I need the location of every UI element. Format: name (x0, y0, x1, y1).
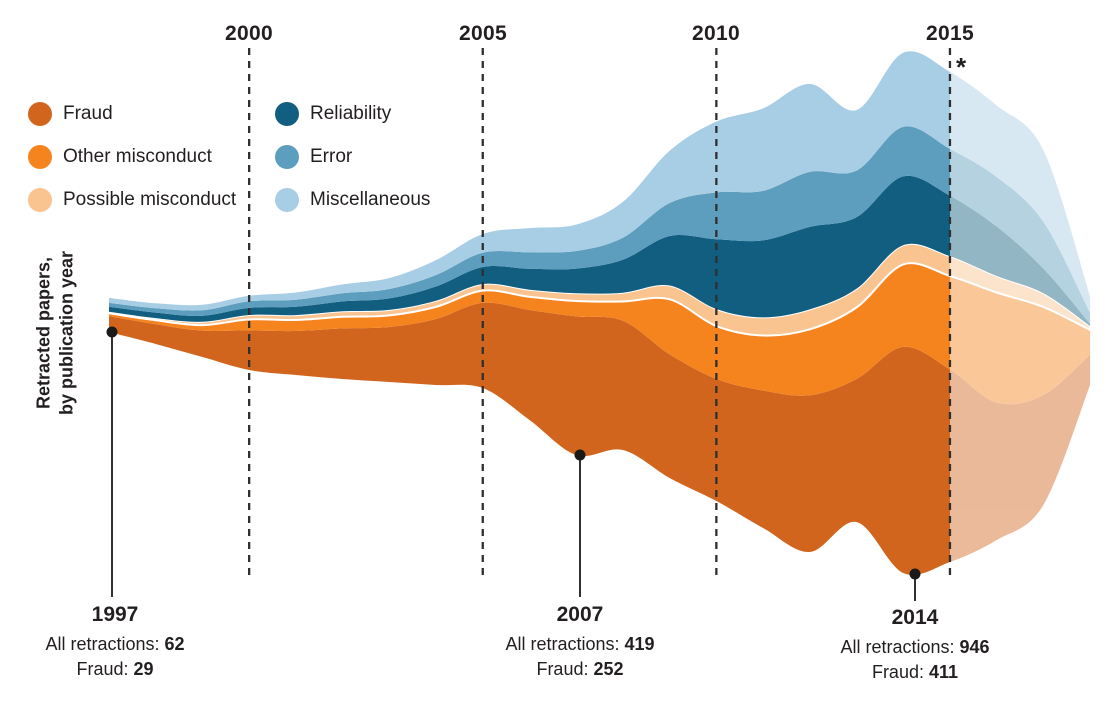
annotation-2007-fraud: Fraud: 252 (505, 657, 654, 681)
stream-layer-error-faded (949, 148, 1091, 324)
y-axis-label-line2: by publication year (57, 250, 77, 416)
callout-dot-1997 (106, 326, 118, 338)
annotation-2007-fraud-value: 252 (593, 658, 624, 679)
legend-item-other-misconduct: Other misconduct (28, 145, 212, 169)
annotation-1997: 1997 All retractions: 62 Fraud: 29 (45, 601, 184, 681)
annotation-2014: 2014 All retractions: 946 Fraud: 411 (840, 604, 989, 684)
stream-solid-group (108, 51, 950, 575)
legend-item-reliability: Reliability (275, 102, 391, 126)
legend-label-other-misconduct: Other misconduct (63, 146, 212, 167)
stream-layer-miscellaneous-faded (949, 71, 1091, 313)
annotation-1997-fraud: Fraud: 29 (45, 657, 184, 681)
annotation-1997-all-label: All retractions: (45, 634, 160, 655)
annotation-2014-fraud-value: 411 (928, 661, 959, 682)
annotation-2007: 2007 All retractions: 419 Fraud: 252 (505, 601, 654, 681)
y-axis-label: Retracted papers, by publication year (33, 251, 80, 415)
annotation-2014-all-value: 946 (959, 637, 990, 658)
annotation-1997-year: 1997 (91, 603, 139, 626)
tick-label-2000: 2000 (225, 22, 273, 45)
tick-label-2015: 2015 (926, 22, 974, 45)
stream-layer-possible-misconduct-faded (949, 255, 1092, 332)
callout-dot-2014 (909, 568, 921, 580)
legend-item-possible-misconduct: Possible misconduct (28, 188, 236, 212)
footnote-asterisk: * (956, 52, 967, 82)
annotation-2014-all: All retractions: 946 (840, 635, 989, 659)
stream-layer-reliability (109, 175, 950, 322)
legend-label-possible-misconduct: Possible misconduct (63, 189, 237, 210)
legend-swatch-fraud-icon (28, 102, 52, 126)
annotation-2007-fraud-label: Fraud: (536, 658, 589, 679)
stream-layer-reliability-faded (949, 195, 1091, 327)
callout-dot-2007 (574, 449, 586, 461)
legend-label-miscellaneous: Miscellaneous (310, 189, 431, 210)
legend-item-fraud: Fraud (28, 102, 113, 126)
stream-layer-miscellaneous (109, 51, 950, 311)
legend-label-fraud: Fraud (63, 103, 113, 124)
annotation-2014-fraud: Fraud: 411 (840, 660, 989, 684)
stream-layer-fraud-faded (949, 354, 1091, 563)
annotation-2007-year: 2007 (556, 603, 604, 626)
legend-swatch-error-icon (275, 145, 299, 169)
legend-swatch-other-misconduct-icon (28, 145, 52, 169)
annotation-1997-all-value: 62 (164, 634, 185, 655)
year-gridlines (248, 48, 952, 580)
annotation-2007-all: All retractions: 419 (505, 632, 654, 656)
y-axis-label-line1: Retracted papers, (33, 256, 54, 410)
legend-item-error: Error (275, 145, 352, 169)
tick-label-2010: 2010 (692, 22, 740, 45)
annotation-2007-all-value: 419 (624, 634, 655, 655)
annotation-2014-all-label: All retractions: (840, 637, 955, 658)
annotation-1997-fraud-value: 29 (133, 658, 154, 679)
annotation-2007-all-label: All retractions: (505, 634, 620, 655)
annotation-2014-year: 2014 (891, 606, 939, 629)
stream-layer-other-misconduct-faded (949, 275, 1091, 405)
annotation-1997-fraud-label: Fraud: (76, 658, 129, 679)
tick-label-2005: 2005 (459, 22, 507, 45)
legend-label-error: Error (310, 146, 353, 167)
stream-layer-error (109, 126, 950, 316)
stream-layer-other-misconduct (109, 263, 950, 396)
legend-swatch-reliability-icon (275, 102, 299, 126)
legend-item-miscellaneous: Miscellaneous (275, 188, 430, 212)
annotation-1997-all: All retractions: 62 (45, 632, 184, 656)
legend-label-reliability: Reliability (310, 103, 392, 124)
annotation-2014-fraud-label: Fraud: (871, 661, 924, 682)
annotation-callouts (106, 326, 921, 601)
stream-layer-fraud (109, 302, 950, 575)
legend-swatch-miscellaneous-icon (275, 188, 299, 212)
legend-swatch-possible-misconduct-icon (28, 188, 52, 212)
stream-faded-group (949, 71, 1092, 563)
